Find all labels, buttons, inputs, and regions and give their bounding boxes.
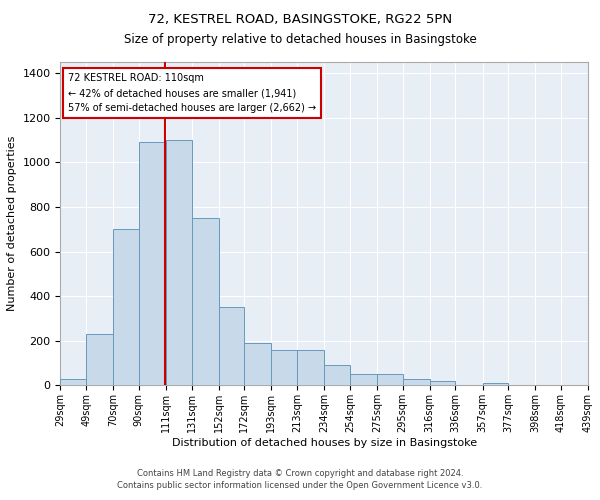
Bar [350,374,377,386]
Bar [482,383,508,386]
Text: Contains HM Land Registry data © Crown copyright and database right 2024.: Contains HM Land Registry data © Crown c… [137,468,463,477]
Bar [297,350,324,386]
Y-axis label: Number of detached properties: Number of detached properties [7,136,17,312]
Bar [61,378,86,386]
Bar [244,343,271,386]
Text: Contains public sector information licensed under the Open Government Licence v3: Contains public sector information licen… [118,481,482,490]
Bar [403,378,430,386]
Bar [166,140,191,386]
Bar [324,366,350,386]
Bar [218,308,244,386]
Bar [271,350,297,386]
Bar [139,142,166,386]
Text: 72, KESTREL ROAD, BASINGSTOKE, RG22 5PN: 72, KESTREL ROAD, BASINGSTOKE, RG22 5PN [148,12,452,26]
Text: 72 KESTREL ROAD: 110sqm
← 42% of detached houses are smaller (1,941)
57% of semi: 72 KESTREL ROAD: 110sqm ← 42% of detache… [68,74,316,113]
X-axis label: Distribution of detached houses by size in Basingstoke: Distribution of detached houses by size … [172,438,477,448]
Text: Size of property relative to detached houses in Basingstoke: Size of property relative to detached ho… [124,32,476,46]
Bar [86,334,113,386]
Bar [113,229,139,386]
Bar [430,381,455,386]
Bar [191,218,218,386]
Bar [377,374,403,386]
